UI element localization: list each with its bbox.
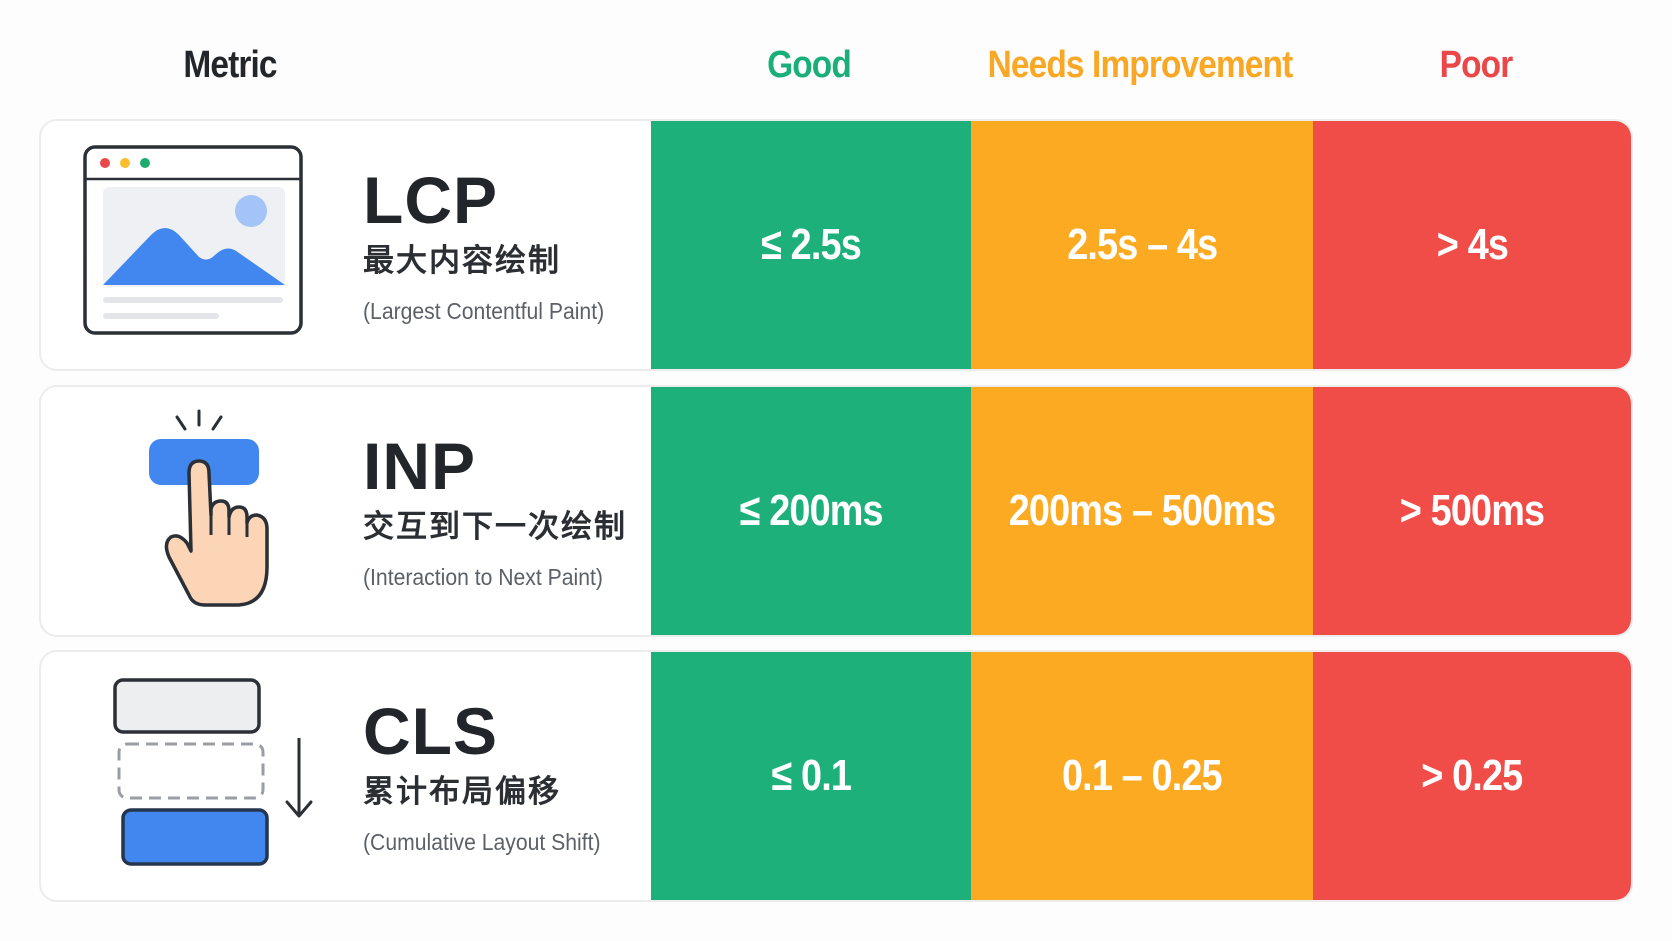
threshold-good: ≤ 200ms: [651, 387, 971, 635]
metric-chinese-name: 交互到下一次绘制: [363, 509, 627, 544]
threshold-value: ≤ 2.5s: [761, 220, 862, 269]
browser-image-icon: [81, 141, 331, 351]
threshold-value: 2.5s – 4s: [1066, 220, 1218, 269]
column-header-metric: Metric: [183, 44, 277, 86]
metric-chinese-name: 累计布局偏移: [363, 774, 561, 809]
threshold-value: > 4s: [1436, 220, 1508, 269]
column-header-needs-improvement: Needs Improvement: [987, 44, 1294, 86]
layout-shift-icon: [81, 672, 331, 882]
threshold-value: 0.1 – 0.25: [1062, 751, 1223, 800]
metric-abbreviation: LCP: [363, 163, 498, 237]
metric-row-cls: CLS 累计布局偏移 (Cumulative Layout Shift) ≤ 0…: [39, 650, 1633, 902]
metric-chinese-name: 最大内容绘制: [363, 243, 561, 278]
metric-english-name: (Largest Contentful Paint): [363, 298, 605, 324]
threshold-poor: > 0.25: [1313, 652, 1631, 900]
threshold-good: ≤ 0.1: [651, 652, 971, 900]
threshold-poor: > 500ms: [1313, 387, 1631, 635]
metric-english-name: (Interaction to Next Paint): [363, 564, 603, 590]
metric-text: INP 交互到下一次绘制 (Interaction to Next Paint): [363, 431, 627, 591]
threshold-value: 200ms – 500ms: [1008, 486, 1276, 535]
threshold-good: ≤ 2.5s: [651, 121, 971, 369]
column-header-poor: Poor: [1439, 44, 1514, 86]
metric-text: LCP 最大内容绘制 (Largest Contentful Paint): [363, 165, 625, 325]
threshold-value: > 0.25: [1421, 751, 1523, 800]
threshold-needs-improvement: 2.5s – 4s: [971, 121, 1313, 369]
threshold-value: > 500ms: [1399, 486, 1545, 535]
threshold-needs-improvement: 200ms – 500ms: [971, 387, 1313, 635]
metric-cell: INP 交互到下一次绘制 (Interaction to Next Paint): [41, 387, 651, 635]
threshold-poor: > 4s: [1313, 121, 1631, 369]
metric-english-name: (Cumulative Layout Shift): [363, 829, 601, 855]
metric-cell: LCP 最大内容绘制 (Largest Contentful Paint): [41, 121, 651, 369]
metric-row-inp: INP 交互到下一次绘制 (Interaction to Next Paint)…: [39, 385, 1633, 637]
column-header-good: Good: [767, 44, 852, 86]
tap-button-icon: [81, 407, 331, 617]
metric-text: CLS 累计布局偏移 (Cumulative Layout Shift): [363, 696, 621, 856]
threshold-value: ≤ 200ms: [739, 486, 883, 535]
metric-abbreviation: CLS: [363, 694, 498, 768]
metric-cell: CLS 累计布局偏移 (Cumulative Layout Shift): [41, 652, 651, 900]
threshold-value: ≤ 0.1: [771, 751, 851, 800]
threshold-needs-improvement: 0.1 – 0.25: [971, 652, 1313, 900]
metric-abbreviation: INP: [363, 429, 477, 503]
metric-row-lcp: LCP 最大内容绘制 (Largest Contentful Paint) ≤ …: [39, 119, 1633, 371]
